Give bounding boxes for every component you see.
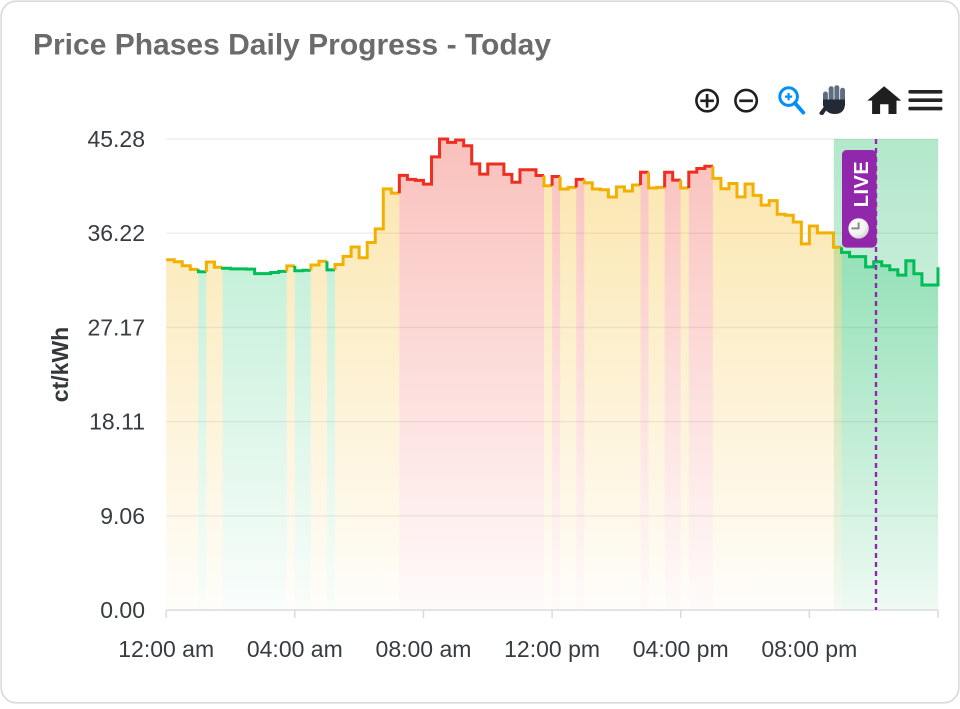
svg-text:45.28: 45.28 <box>87 126 145 152</box>
svg-text:36.22: 36.22 <box>87 220 145 246</box>
svg-text:18.11: 18.11 <box>89 409 145 435</box>
svg-text:04:00 am: 04:00 am <box>247 636 343 662</box>
svg-text:27.17: 27.17 <box>87 314 145 340</box>
svg-text:9.06: 9.06 <box>100 503 145 529</box>
svg-text:0.00: 0.00 <box>100 597 145 623</box>
svg-text:08:00 am: 08:00 am <box>376 636 472 662</box>
svg-text:LIVE: LIVE <box>851 161 873 207</box>
svg-text:08:00 pm: 08:00 pm <box>761 636 857 662</box>
svg-text:Price Phases Daily Progress -: Price Phases Daily Progress - Today <box>33 29 551 62</box>
svg-text:04:00 pm: 04:00 pm <box>633 636 729 662</box>
svg-text:12:00 am: 12:00 am <box>118 636 214 662</box>
svg-text:12:00 pm: 12:00 pm <box>504 636 600 662</box>
svg-text:ct/kWh: ct/kWh <box>47 327 73 402</box>
